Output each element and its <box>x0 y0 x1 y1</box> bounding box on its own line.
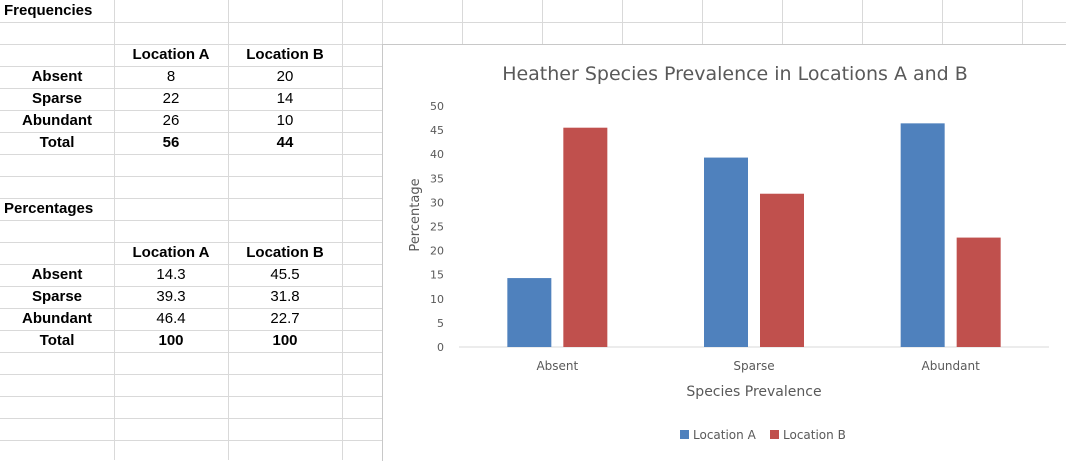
y-tick-label: 45 <box>430 124 444 137</box>
percentages-title[interactable]: Percentages <box>4 200 94 217</box>
legend: Location A Location B <box>680 428 846 442</box>
chart-title: Heather Species Prevalence in Locations … <box>502 63 968 85</box>
pct-cell[interactable]: 14.3 <box>156 266 186 283</box>
freq-cell[interactable]: 8 <box>166 68 176 85</box>
freq-cell[interactable]: 20 <box>276 68 294 85</box>
pct-header-location-a[interactable]: Location A <box>132 244 210 261</box>
y-tick-label: 5 <box>437 317 444 330</box>
freq-row-label[interactable]: Abundant <box>22 112 92 129</box>
freq-cell[interactable]: 14 <box>276 90 294 107</box>
pct-row-label[interactable]: Abundant <box>22 310 92 327</box>
y-axis-label: Percentage <box>408 178 423 251</box>
bar-location-a <box>507 278 552 347</box>
bars <box>507 123 1001 348</box>
freq-row-label[interactable]: Total <box>39 134 75 151</box>
y-tick-label: 10 <box>430 293 444 306</box>
y-tick-label: 20 <box>430 245 444 258</box>
legend-label: Location B <box>783 428 846 442</box>
pct-cell[interactable]: 22.7 <box>270 310 300 327</box>
freq-cell[interactable]: 26 <box>162 112 180 129</box>
x-tick-label: Abundant <box>922 359 981 373</box>
legend-swatch <box>770 430 779 439</box>
freq-row-label[interactable]: Sparse <box>31 90 83 107</box>
y-tick-label: 25 <box>430 221 444 234</box>
grid-col-line <box>114 0 115 460</box>
grid-col-line <box>342 0 343 460</box>
x-tick-label: Sparse <box>733 359 774 373</box>
freq-total-cell[interactable]: 44 <box>276 134 294 151</box>
bar-location-a <box>900 123 945 348</box>
grid-col-line <box>228 0 229 460</box>
freq-row-label[interactable]: Absent <box>31 68 83 85</box>
pct-cell[interactable]: 46.4 <box>156 310 186 327</box>
x-axis-ticks: Absent Sparse Abundant <box>536 359 980 373</box>
freq-cell[interactable]: 22 <box>162 90 180 107</box>
y-tick-label: 30 <box>430 196 444 209</box>
pct-row-label[interactable]: Sparse <box>31 288 83 305</box>
x-tick-label: Absent <box>536 359 578 373</box>
y-tick-label: 15 <box>430 269 444 282</box>
pct-cell[interactable]: 39.3 <box>156 288 186 305</box>
y-tick-label: 35 <box>430 172 444 185</box>
chart-object[interactable]: Heather Species Prevalence in Locations … <box>382 44 1066 461</box>
bar-location-b <box>760 193 804 347</box>
bar-location-b <box>956 237 1001 347</box>
bar-location-a <box>704 157 748 347</box>
pct-total-cell[interactable]: 100 <box>158 332 184 349</box>
freq-header-location-b[interactable]: Location B <box>246 46 324 63</box>
y-tick-label: 50 <box>430 100 444 113</box>
y-tick-label: 40 <box>430 148 444 161</box>
pct-cell[interactable]: 45.5 <box>270 266 300 283</box>
pct-total-cell[interactable]: 100 <box>272 332 298 349</box>
grid-row-line <box>0 22 1066 23</box>
bar-location-b <box>563 127 608 347</box>
pct-row-label[interactable]: Total <box>39 332 75 349</box>
pct-header-location-b[interactable]: Location B <box>246 244 324 261</box>
y-tick-label: 0 <box>437 341 444 354</box>
pct-row-label[interactable]: Absent <box>31 266 83 283</box>
bar-chart: Heather Species Prevalence in Locations … <box>408 63 1049 442</box>
freq-total-cell[interactable]: 56 <box>162 134 180 151</box>
frequencies-title[interactable]: Frequencies <box>4 2 93 19</box>
freq-header-location-a[interactable]: Location A <box>132 46 210 63</box>
y-axis-ticks: 0 5 10 15 20 25 30 35 40 45 50 <box>430 100 444 354</box>
x-axis-label: Species Prevalence <box>686 384 821 400</box>
pct-cell[interactable]: 31.8 <box>270 288 300 305</box>
legend-label: Location A <box>693 428 757 442</box>
freq-cell[interactable]: 10 <box>276 112 294 129</box>
legend-swatch <box>680 430 689 439</box>
